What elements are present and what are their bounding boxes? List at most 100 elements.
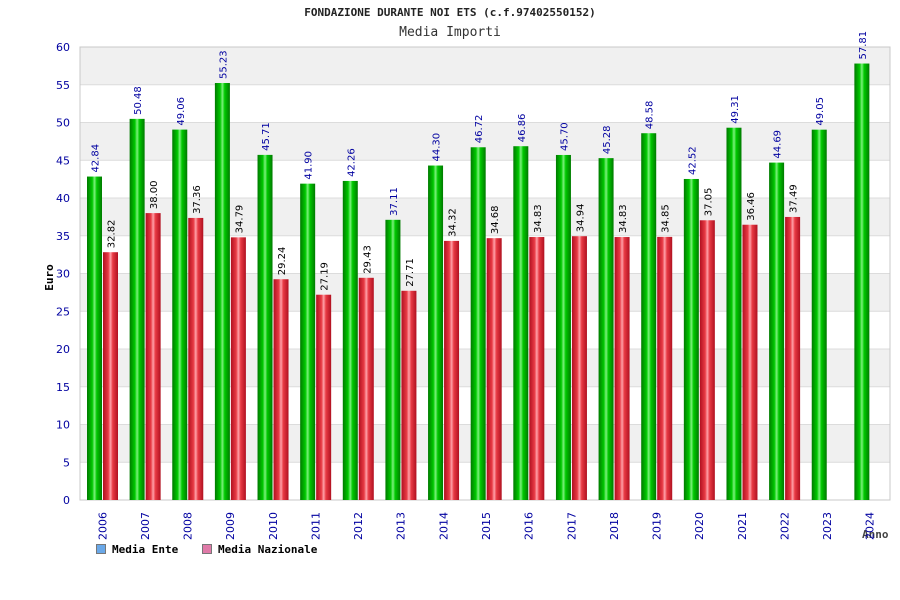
data-label-media-ente: 37.11: [389, 187, 400, 216]
x-tick-label: 2023: [821, 512, 834, 540]
bar-media-nazionale: [103, 252, 118, 500]
x-tick-label: 2008: [182, 512, 195, 540]
y-tick-label: 35: [56, 230, 70, 243]
data-label-media-nazionale: 34.79: [234, 205, 245, 234]
data-label-media-ente: 49.06: [176, 97, 187, 126]
data-label-media-ente: 55.23: [218, 50, 229, 79]
bar-media-nazionale: [486, 238, 502, 500]
bar-media-nazionale: [614, 237, 630, 500]
bar-media-nazionale: [273, 279, 289, 500]
bar-media-ente: [641, 133, 657, 500]
bar-media-ente: [428, 165, 444, 500]
bar-media-nazionale: [401, 290, 417, 500]
data-label-media-nazionale: 34.32: [448, 208, 459, 237]
y-tick-label: 5: [63, 456, 70, 469]
bar-media-ente: [811, 129, 827, 501]
data-label-media-nazionale: 34.83: [618, 204, 629, 233]
bar-media-nazionale: [785, 216, 801, 500]
y-tick-label: 45: [56, 154, 70, 167]
bar-media-ente: [300, 183, 316, 500]
bar-media-nazionale: [358, 277, 374, 500]
bar-media-nazionale: [188, 217, 204, 500]
data-label-media-ente: 42.84: [91, 144, 102, 173]
chart-subtitle: Media Importi: [399, 25, 501, 40]
y-tick-label: 20: [56, 343, 70, 356]
chart-title: FONDAZIONE DURANTE NOI ETS (c.f.97402550…: [304, 6, 596, 19]
y-tick-label: 55: [56, 79, 70, 92]
bar-media-ente: [726, 127, 742, 500]
data-label-media-ente: 45.70: [559, 122, 570, 151]
y-tick-label: 15: [56, 381, 70, 394]
bar-media-nazionale: [571, 236, 587, 500]
bar-media-ente: [854, 63, 870, 501]
y-tick-label: 40: [56, 192, 70, 205]
bar-media-nazionale: [230, 237, 246, 500]
legend-item-media-ente: Media Ente: [96, 543, 178, 556]
data-label-media-ente: 45.71: [261, 122, 272, 151]
data-label-media-ente: 49.05: [815, 97, 826, 126]
x-tick-label: 2020: [693, 512, 706, 540]
bar-media-ente: [214, 83, 230, 501]
bar-media-nazionale: [444, 240, 460, 500]
legend-item-media-nazionale: Media Nazionale: [202, 543, 317, 556]
data-label-media-ente: 44.30: [432, 133, 443, 162]
data-label-media-nazionale: 34.94: [575, 204, 586, 233]
legend-swatch-media-ente: [96, 544, 106, 554]
x-tick-label: 2018: [608, 512, 621, 540]
x-tick-label: 2021: [736, 512, 749, 540]
data-label-media-nazionale: 37.49: [789, 184, 800, 213]
bar-media-ente: [555, 154, 571, 500]
data-label-media-ente: 45.28: [602, 125, 613, 154]
y-tick-label: 10: [56, 419, 70, 432]
legend-label: Media Ente: [112, 543, 179, 556]
x-tick-label: 2019: [651, 512, 664, 540]
bar-media-ente: [172, 129, 188, 501]
data-label-media-ente: 42.52: [687, 146, 698, 175]
x-tick-label: 2017: [565, 512, 578, 540]
bar-media-nazionale: [316, 294, 332, 500]
data-label-media-ente: 50.48: [133, 86, 144, 115]
x-tick-label: 2007: [139, 512, 152, 540]
data-label-media-nazionale: 34.68: [490, 206, 501, 235]
y-tick-label: 50: [56, 117, 70, 130]
y-tick-label: 0: [63, 494, 70, 507]
data-label-media-nazionale: 37.05: [703, 188, 714, 217]
bar-media-ente: [342, 180, 358, 500]
bar-media-ente: [257, 154, 273, 500]
legend-swatch-media-nazionale: [202, 544, 212, 554]
bar-media-ente: [683, 178, 699, 500]
bar-media-nazionale: [699, 220, 715, 500]
x-tick-label: 2016: [523, 512, 536, 540]
data-label-media-ente: 46.72: [474, 115, 485, 144]
grid-band: [80, 47, 890, 85]
data-label-media-ente: 46.86: [517, 114, 528, 143]
bar-media-ente: [87, 176, 102, 501]
data-label-media-ente: 49.31: [730, 95, 741, 124]
data-label-media-nazionale: 38.00: [149, 180, 160, 209]
y-axis-label: Euro: [43, 264, 56, 291]
y-tick-label: 30: [56, 268, 70, 281]
x-tick-label: 2024: [864, 512, 877, 540]
data-label-media-ente: 48.58: [645, 101, 656, 130]
x-tick-label: 2014: [437, 512, 450, 540]
bar-media-nazionale: [742, 224, 758, 501]
y-tick-label: 25: [56, 305, 70, 318]
bar-media-ente: [598, 158, 614, 501]
data-label-media-nazionale: 34.83: [533, 204, 544, 233]
data-label-media-nazionale: 34.85: [661, 204, 672, 233]
bar-media-nazionale: [145, 213, 161, 500]
data-label-media-nazionale: 27.71: [405, 258, 416, 287]
x-tick-label: 2009: [224, 512, 237, 540]
x-axis-label: Anno: [862, 528, 889, 541]
bar-media-ente: [129, 118, 145, 500]
bar-media-nazionale: [657, 236, 673, 500]
data-label-media-nazionale: 29.24: [277, 247, 288, 276]
data-label-media-nazionale: 37.36: [192, 185, 203, 214]
legend-label: Media Nazionale: [218, 543, 318, 556]
x-tick-label: 2012: [352, 512, 365, 540]
x-tick-label: 2015: [480, 512, 493, 540]
bar-media-ente: [470, 147, 486, 500]
data-label-media-ente: 41.90: [304, 151, 315, 180]
x-tick-label: 2022: [778, 512, 791, 540]
